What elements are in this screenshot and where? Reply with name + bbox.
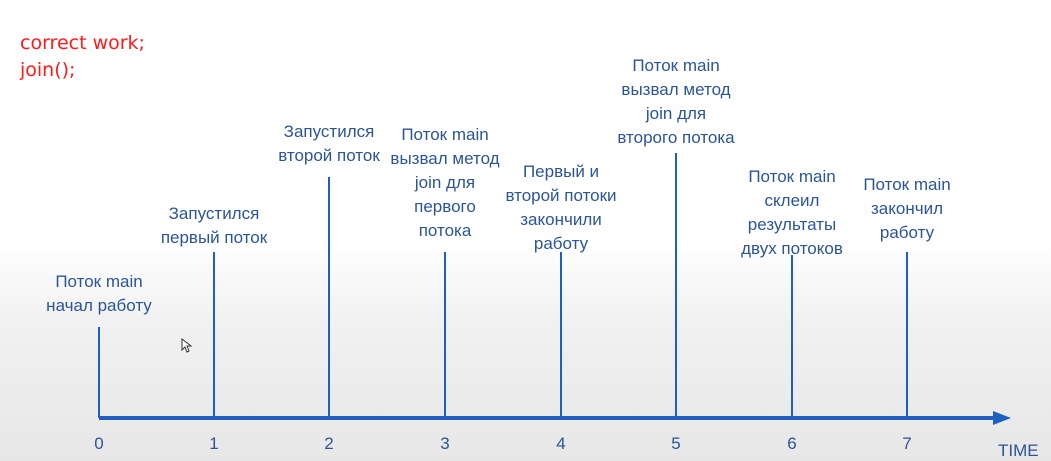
event-label-line: join для — [645, 104, 707, 123]
event-label-line: Поток main — [401, 125, 489, 144]
event-label-0: Поток main начал работу — [46, 270, 152, 318]
tick-label-3: 3 — [440, 434, 450, 453]
code-note-line-1: correct work; — [20, 32, 145, 54]
event-label-4: Первый и второй потоки закончили работу — [505, 160, 616, 256]
event-label-line: вызвал метод — [621, 80, 731, 99]
event-label-5: Поток main вызвал метод join для второго по… — [617, 54, 734, 150]
event-label-line: Поток main — [748, 167, 836, 186]
event-label-6: Поток main склеил результаты двух потоков — [741, 165, 843, 261]
mouse-cursor-icon — [181, 338, 193, 353]
event-label-1: Запустился первый поток — [161, 202, 267, 250]
event-label-2: Запустился второй поток — [278, 120, 380, 168]
event-label-7: Поток main закончил работу — [863, 173, 950, 245]
event-label-line: работу — [879, 223, 935, 242]
event-label-line: второй поток — [278, 146, 380, 165]
event-label-line: склеил — [764, 191, 820, 210]
event-label-line: работу — [533, 234, 589, 253]
event-label-line: двух потоков — [741, 239, 843, 258]
event-label-line: закончили — [520, 210, 602, 229]
event-label-line: Первый и — [522, 162, 600, 181]
event-label-line: первый поток — [160, 228, 268, 247]
event-label-line: Запустился — [168, 204, 260, 223]
event-label-line: Поток main — [632, 56, 720, 75]
tick-label-7: 7 — [902, 434, 912, 453]
event-label-line: начал работу — [46, 296, 152, 315]
tick-label-1: 1 — [209, 434, 219, 453]
tick-label-5: 5 — [671, 434, 681, 453]
event-label-line: потока — [418, 221, 472, 240]
event-label-line: второго потока — [617, 128, 735, 147]
event-label-line: Поток main — [863, 175, 951, 194]
event-label-line: вызвал метод — [390, 149, 500, 168]
event-label-3: Поток main вызвал метод join для первого пот… — [390, 123, 499, 243]
code-note-line-2: join(); — [20, 59, 76, 81]
code-note: correct work; join(); — [20, 30, 145, 84]
time-axis-arrowhead — [993, 411, 1011, 425]
tick-label-2: 2 — [324, 434, 334, 453]
event-label-line: первого — [414, 197, 476, 216]
event-label-line: Запустился — [283, 122, 375, 141]
event-label-line: Поток main — [55, 272, 143, 291]
event-markers — [98, 153, 908, 418]
axis-title: TIME — [998, 441, 1039, 460]
event-label-line: второй потоки — [505, 186, 617, 205]
event-label-line: закончил — [870, 199, 943, 218]
event-label-line: результаты — [747, 215, 837, 234]
tick-label-0: 0 — [94, 434, 104, 453]
tick-label-4: 4 — [556, 434, 566, 453]
tick-label-6: 6 — [787, 434, 797, 453]
event-label-line: join для — [414, 173, 476, 192]
